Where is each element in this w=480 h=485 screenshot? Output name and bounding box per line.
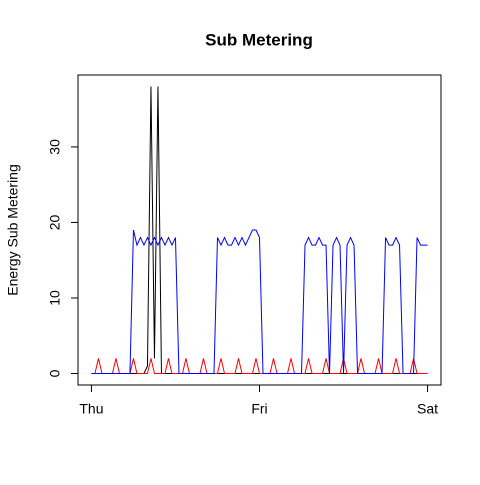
y-tick-label: 20 [47,214,63,230]
plot-box [77,74,442,386]
y-tick-label: 0 [47,369,63,377]
y-tick-label: 30 [47,139,63,155]
series-line [91,229,428,375]
y-tick-label: 10 [47,290,63,306]
series-line [91,358,428,375]
y-axis-label: Energy Sub Metering [5,164,21,296]
chart-title: Sub Metering [205,30,313,49]
x-tick-label: Thu [79,401,103,417]
series-line [91,86,428,375]
x-tick-label: Fri [251,401,267,417]
x-tick-label: Sat [417,401,438,417]
